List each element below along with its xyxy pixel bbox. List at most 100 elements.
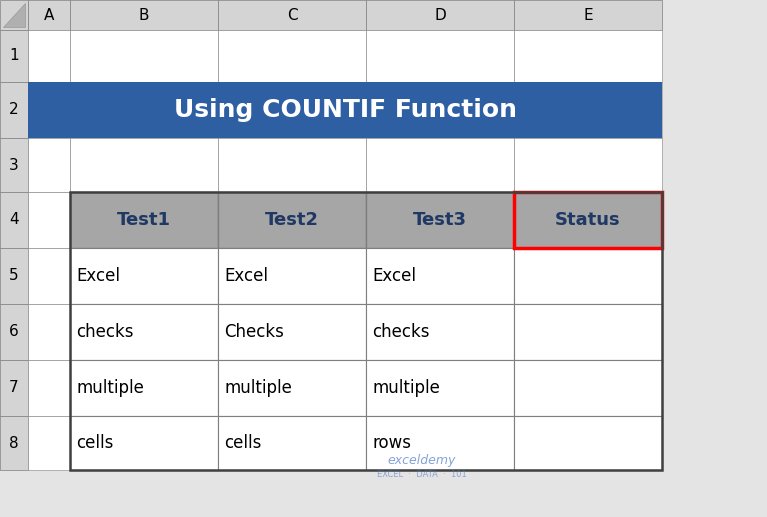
Bar [514,192,662,248]
Bar [514,138,662,192]
Bar [514,304,662,360]
Text: cells: cells [224,434,262,452]
Text: multiple: multiple [372,379,440,397]
Text: D: D [434,8,446,23]
Bar [0,82,28,138]
Text: Test1: Test1 [117,211,171,229]
Bar [70,192,218,248]
Text: exceldemy: exceldemy [387,453,456,467]
Bar [514,304,662,360]
Bar [366,192,514,248]
Bar [218,304,366,360]
Bar [218,192,366,248]
Text: cells: cells [76,434,114,452]
Text: 2: 2 [9,102,19,117]
Bar [514,248,662,304]
Bar [70,138,218,192]
Bar [366,248,514,304]
Bar [70,360,218,416]
Bar [218,304,366,360]
Text: 7: 7 [9,381,19,396]
Bar [28,360,70,416]
Bar [0,360,28,416]
Bar [0,304,28,360]
Text: Excel: Excel [372,267,416,285]
Bar [366,248,514,304]
Bar [366,30,514,82]
Bar [366,192,514,248]
Bar [70,248,218,304]
Text: A: A [44,8,54,23]
Bar [514,416,662,470]
Bar [28,30,70,82]
Polygon shape [3,3,25,27]
Bar [366,360,514,416]
Bar [70,248,218,304]
Text: multiple: multiple [76,379,144,397]
Bar [366,304,514,360]
Bar [514,82,662,138]
Text: checks: checks [372,323,430,341]
Text: 5: 5 [9,268,19,283]
Bar [28,0,70,30]
Bar [218,248,366,304]
Bar [514,0,662,30]
Bar [70,30,218,82]
Bar [218,82,366,138]
Bar [0,192,28,248]
Bar [70,0,218,30]
Bar [514,248,662,304]
Text: Excel: Excel [224,267,268,285]
Bar [28,304,70,360]
Text: C: C [287,8,298,23]
Text: EXCEL  ·  DATA  ·  101: EXCEL · DATA · 101 [377,469,467,479]
Bar [0,30,28,82]
Bar [218,30,366,82]
Bar [70,192,218,248]
Bar [70,304,218,360]
Text: 6: 6 [9,325,19,340]
Bar [366,138,514,192]
Bar [218,0,366,30]
Text: 4: 4 [9,212,19,227]
Text: Using COUNTIF Function: Using COUNTIF Function [173,98,516,122]
Text: checks: checks [76,323,133,341]
Text: B: B [139,8,150,23]
Bar [366,416,514,470]
Bar [218,360,366,416]
Bar [366,0,514,30]
Bar [218,416,366,470]
Bar [70,416,218,470]
Bar [218,416,366,470]
Text: Test2: Test2 [265,211,319,229]
Bar [28,192,70,248]
Bar [218,248,366,304]
Bar [28,248,70,304]
Bar [28,82,70,138]
Bar [0,248,28,304]
Text: 8: 8 [9,435,19,450]
Text: multiple: multiple [224,379,292,397]
Text: Status: Status [555,211,621,229]
Text: Excel: Excel [76,267,120,285]
Bar [0,0,28,30]
Bar [366,360,514,416]
Text: 3: 3 [9,158,19,173]
Text: Test3: Test3 [413,211,467,229]
Bar [366,304,514,360]
Text: 1: 1 [9,49,19,64]
Bar [218,192,366,248]
Bar [514,416,662,470]
Text: Checks: Checks [224,323,284,341]
Bar [514,192,662,248]
Bar [0,416,28,470]
Bar [70,360,218,416]
Bar [366,82,514,138]
Bar [218,138,366,192]
Bar [514,30,662,82]
Bar [0,138,28,192]
Bar [366,416,514,470]
Text: rows: rows [372,434,411,452]
Bar [70,416,218,470]
Bar [28,82,662,138]
